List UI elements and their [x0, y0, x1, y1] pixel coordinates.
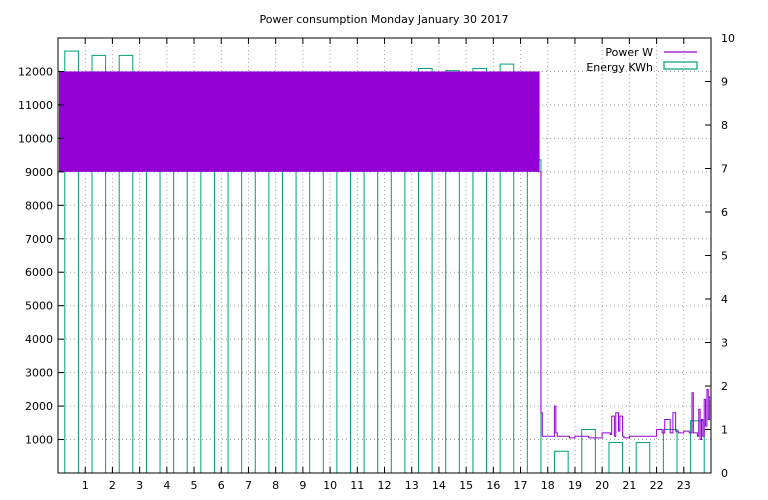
x-tick-label: 23 [677, 479, 691, 492]
legend-power-label: Power W [605, 46, 653, 59]
energy-bar [554, 450, 569, 474]
x-tick-label: 22 [650, 479, 664, 492]
y-tick-label: 9000 [25, 166, 53, 179]
x-tick-label: 4 [163, 479, 170, 492]
y-tick-label: 10000 [18, 132, 53, 145]
y2-tick-label: 1 [721, 424, 728, 437]
y-tick-label: 8000 [25, 199, 53, 212]
x-tick-label: 8 [272, 479, 279, 492]
energy-bar [690, 420, 705, 474]
x-tick-label: 15 [459, 479, 473, 492]
x-tick-label: 18 [541, 479, 555, 492]
x-tick-label: 21 [622, 479, 636, 492]
axis-layer: 1 2 3 4 5 6 7 8 9 10 11 12 13 14 15 16 17 18 19 20 21 22 23100… [18, 32, 735, 492]
y-tick-label: 11000 [18, 99, 53, 112]
y2-tick-label: 8 [721, 119, 728, 132]
power-line [539, 171, 711, 441]
y-tick-label: 1000 [25, 434, 53, 447]
x-tick-label: 14 [432, 479, 446, 492]
x-tick-label: 12 [378, 479, 392, 492]
x-tick-label: 6 [218, 479, 225, 492]
y-tick-label: 3000 [25, 367, 53, 380]
legend: Power W Energy KWh [586, 46, 698, 74]
x-tick-label: 3 [136, 479, 143, 492]
legend-energy-label: Energy KWh [586, 61, 653, 74]
y-tick-label: 7000 [25, 233, 53, 246]
y2-tick-label: 3 [721, 337, 728, 350]
x-tick-label: 17 [514, 479, 528, 492]
energy-bar [635, 442, 651, 474]
x-tick-label: 19 [568, 479, 582, 492]
energy-bar [526, 159, 542, 474]
y-tick-label: 6000 [25, 266, 53, 279]
x-tick-label: 20 [595, 479, 609, 492]
y2-tick-label: 2 [721, 380, 728, 393]
energy-bar [662, 429, 678, 474]
x-tick-label: 9 [299, 479, 306, 492]
chart-title: Power consumption Monday January 30 2017 [259, 13, 508, 26]
x-tick-label: 11 [350, 479, 364, 492]
x-tick-label: 7 [245, 479, 252, 492]
x-tick-label: 2 [109, 479, 116, 492]
x-tick-label: 13 [405, 479, 419, 492]
energy-bar [608, 442, 624, 474]
power-line-layer [59, 71, 711, 441]
y2-tick-label: 10 [721, 32, 735, 45]
y-tick-label: 2000 [25, 400, 53, 413]
y2-tick-label: 6 [721, 206, 728, 219]
y2-tick-label: 0 [721, 467, 728, 480]
y2-tick-label: 7 [721, 163, 728, 176]
legend-energy-swatch [663, 61, 698, 70]
y2-tick-label: 5 [721, 250, 728, 263]
y-tick-label: 5000 [25, 300, 53, 313]
x-tick-label: 5 [191, 479, 198, 492]
power-band [59, 71, 540, 172]
y-tick-label: 12000 [18, 65, 53, 78]
y-tick-label: 4000 [25, 333, 53, 346]
x-tick-label: 16 [486, 479, 500, 492]
x-tick-label: 1 [82, 479, 89, 492]
y2-tick-label: 9 [721, 76, 728, 89]
x-tick-label: 10 [323, 479, 337, 492]
y2-tick-label: 4 [721, 293, 728, 306]
